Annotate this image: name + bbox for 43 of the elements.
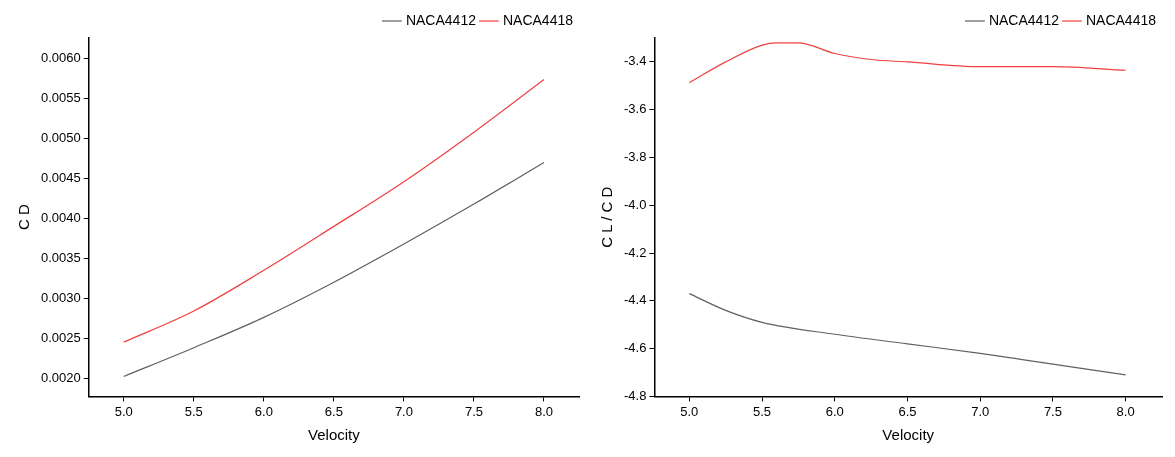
- y-tick-label: 0.0035: [41, 249, 81, 265]
- y-tick-label: 0.0030: [41, 289, 81, 305]
- y-axis-title: C L / C D: [598, 186, 616, 248]
- x-tick-label: 8.0: [1116, 403, 1135, 419]
- x-tick-label: 5.0: [680, 403, 699, 419]
- legend-label: NACA4412: [988, 11, 1060, 28]
- y-tick-label: -4.6: [623, 340, 647, 356]
- x-tick-label: 7.5: [1043, 403, 1062, 419]
- y-tick-label: -3.8: [623, 149, 647, 165]
- y-tick-label: -3.4: [623, 53, 647, 69]
- y-tick-label: 0.0020: [41, 369, 81, 385]
- line-series: [688, 42, 1127, 84]
- y-tick-label: -4.4: [623, 292, 647, 308]
- legend-label: NACA4412: [405, 11, 477, 28]
- x-axis-title: Velocity: [308, 426, 361, 444]
- y-tick-label: 0.0050: [41, 130, 81, 146]
- y-tick-label: 0.0045: [41, 170, 81, 186]
- y-tick-label: 0.0055: [41, 90, 81, 106]
- line-series: [123, 161, 545, 378]
- x-tick-label: 7.0: [394, 403, 413, 419]
- x-tick-label: 6.5: [898, 403, 917, 419]
- x-tick-label: 5.5: [752, 403, 772, 419]
- y-axis-title: C D: [15, 204, 33, 231]
- y-tick-label: 0.0060: [41, 50, 81, 66]
- x-tick-label: 6.0: [254, 403, 273, 419]
- y-tick-label: -4.0: [623, 196, 647, 212]
- x-tick-label: 8.0: [534, 403, 554, 419]
- y-tick-label: -3.6: [623, 101, 647, 117]
- y-tick-label: -4.2: [623, 244, 647, 260]
- x-tick-label: 6.0: [825, 403, 844, 419]
- x-tick-label: 5.0: [114, 403, 133, 419]
- x-axis-title: Velocity: [882, 426, 935, 444]
- y-tick-label: -4.8: [623, 387, 647, 403]
- y-tick-label: 0.0040: [41, 209, 81, 225]
- x-tick-label: 6.5: [324, 403, 343, 419]
- line-series: [688, 293, 1127, 376]
- x-tick-label: 7.0: [971, 403, 990, 419]
- legend-label: NACA4418: [502, 11, 574, 28]
- line-series: [123, 78, 545, 343]
- legend-label: NACA4418: [1085, 11, 1157, 28]
- y-tick-label: 0.0025: [41, 329, 81, 345]
- x-tick-label: 7.5: [464, 403, 483, 419]
- x-tick-label: 5.5: [184, 403, 203, 419]
